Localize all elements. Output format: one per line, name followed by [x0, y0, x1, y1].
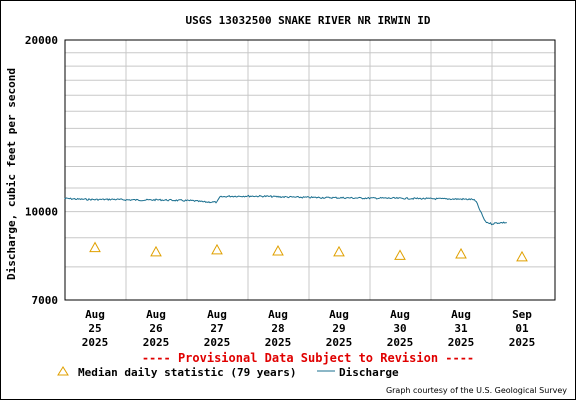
- legend-discharge-label: Discharge: [339, 366, 399, 379]
- legend: Median daily statistic (79 years) Discha…: [57, 366, 399, 379]
- x-tick-label: Aug 27 2025: [204, 308, 231, 349]
- legend-median-marker: [57, 366, 69, 376]
- x-tick-label: Aug 29 2025: [326, 308, 353, 349]
- median-marker: [394, 249, 406, 260]
- plot-area-border: [64, 39, 556, 301]
- chart-title: USGS 13032500 SNAKE RIVER NR IRWIN ID: [185, 14, 430, 27]
- median-marker: [150, 245, 162, 257]
- median-marker: [211, 243, 223, 255]
- median-marker: [272, 245, 284, 256]
- legend-median-label: Median daily statistic (79 years): [78, 366, 297, 379]
- x-tick-label: Aug 31 2025: [448, 308, 475, 349]
- grid: [65, 40, 555, 300]
- y-tick-label: 10000: [25, 206, 58, 219]
- y-tick-labels: 7000 10000 20000: [25, 34, 58, 307]
- y-tick-label: 20000: [25, 34, 58, 47]
- x-tick-label: Aug 30 2025: [387, 308, 414, 349]
- y-tick-label: 7000: [32, 294, 59, 307]
- y-axis-label: Discharge, cubic feet per second: [5, 68, 18, 280]
- usgs-credit: Graph courtesy of the U.S. Geological Su…: [386, 386, 567, 395]
- x-tick-label: Sep 01 2025: [509, 308, 536, 349]
- median-marker: [516, 250, 528, 262]
- x-tick-label: Aug 26 2025: [143, 308, 170, 349]
- x-tick-label: Aug 28 2025: [265, 308, 292, 349]
- series: [64, 194, 528, 262]
- x-tick-labels: Aug 25 2025 Aug 26 2025 Aug 27 2025 Aug 28 2025 Aug 2…: [82, 308, 536, 349]
- x-tick-label: Aug 25 2025: [82, 308, 109, 349]
- discharge-line: [64, 194, 507, 226]
- median-marker: [333, 245, 345, 257]
- median-marker: [89, 241, 101, 253]
- median-marker: [455, 247, 467, 259]
- provisional-note: ---- Provisional Data Subject to Revisio…: [142, 351, 474, 365]
